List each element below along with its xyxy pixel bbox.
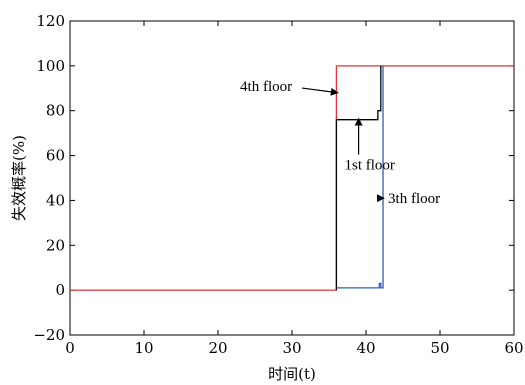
x-tick-label: 40 (356, 339, 375, 357)
annotations-layer: 4th floor 1st floor 3th floor (240, 79, 440, 207)
y-tick-label: 80 (46, 102, 65, 120)
y-tick-label: 40 (46, 191, 65, 209)
annotation-arrow (302, 87, 339, 96)
annotation-label: 4th floor (240, 79, 292, 95)
annotation-label: 1st floor (344, 158, 394, 174)
x-tick-label: 60 (504, 339, 523, 357)
x-tick-label: 10 (134, 339, 153, 357)
plot-area (69, 20, 515, 336)
annotation-label: 3th floor (388, 191, 440, 207)
y-tick-label: 0 (55, 281, 65, 299)
series-layer (70, 65, 514, 291)
y-tick-label: 100 (36, 57, 65, 75)
y-axis-title: 失效概率(%) (10, 135, 28, 221)
x-axis-title: 时间(t) (268, 365, 316, 383)
x-tick-label: 20 (208, 339, 227, 357)
x-tick-label: 0 (65, 339, 75, 357)
series-line-1st-floor (335, 65, 382, 291)
y-tick-label: −20 (33, 326, 65, 344)
y-tick-label: 60 (46, 147, 65, 165)
y-tick-label: 20 (46, 236, 65, 254)
x-tick-label: 50 (430, 339, 449, 357)
x-tick-label: 30 (282, 339, 301, 357)
y-tick-label: 120 (36, 12, 65, 30)
series-line-3th-floor (336, 65, 384, 289)
